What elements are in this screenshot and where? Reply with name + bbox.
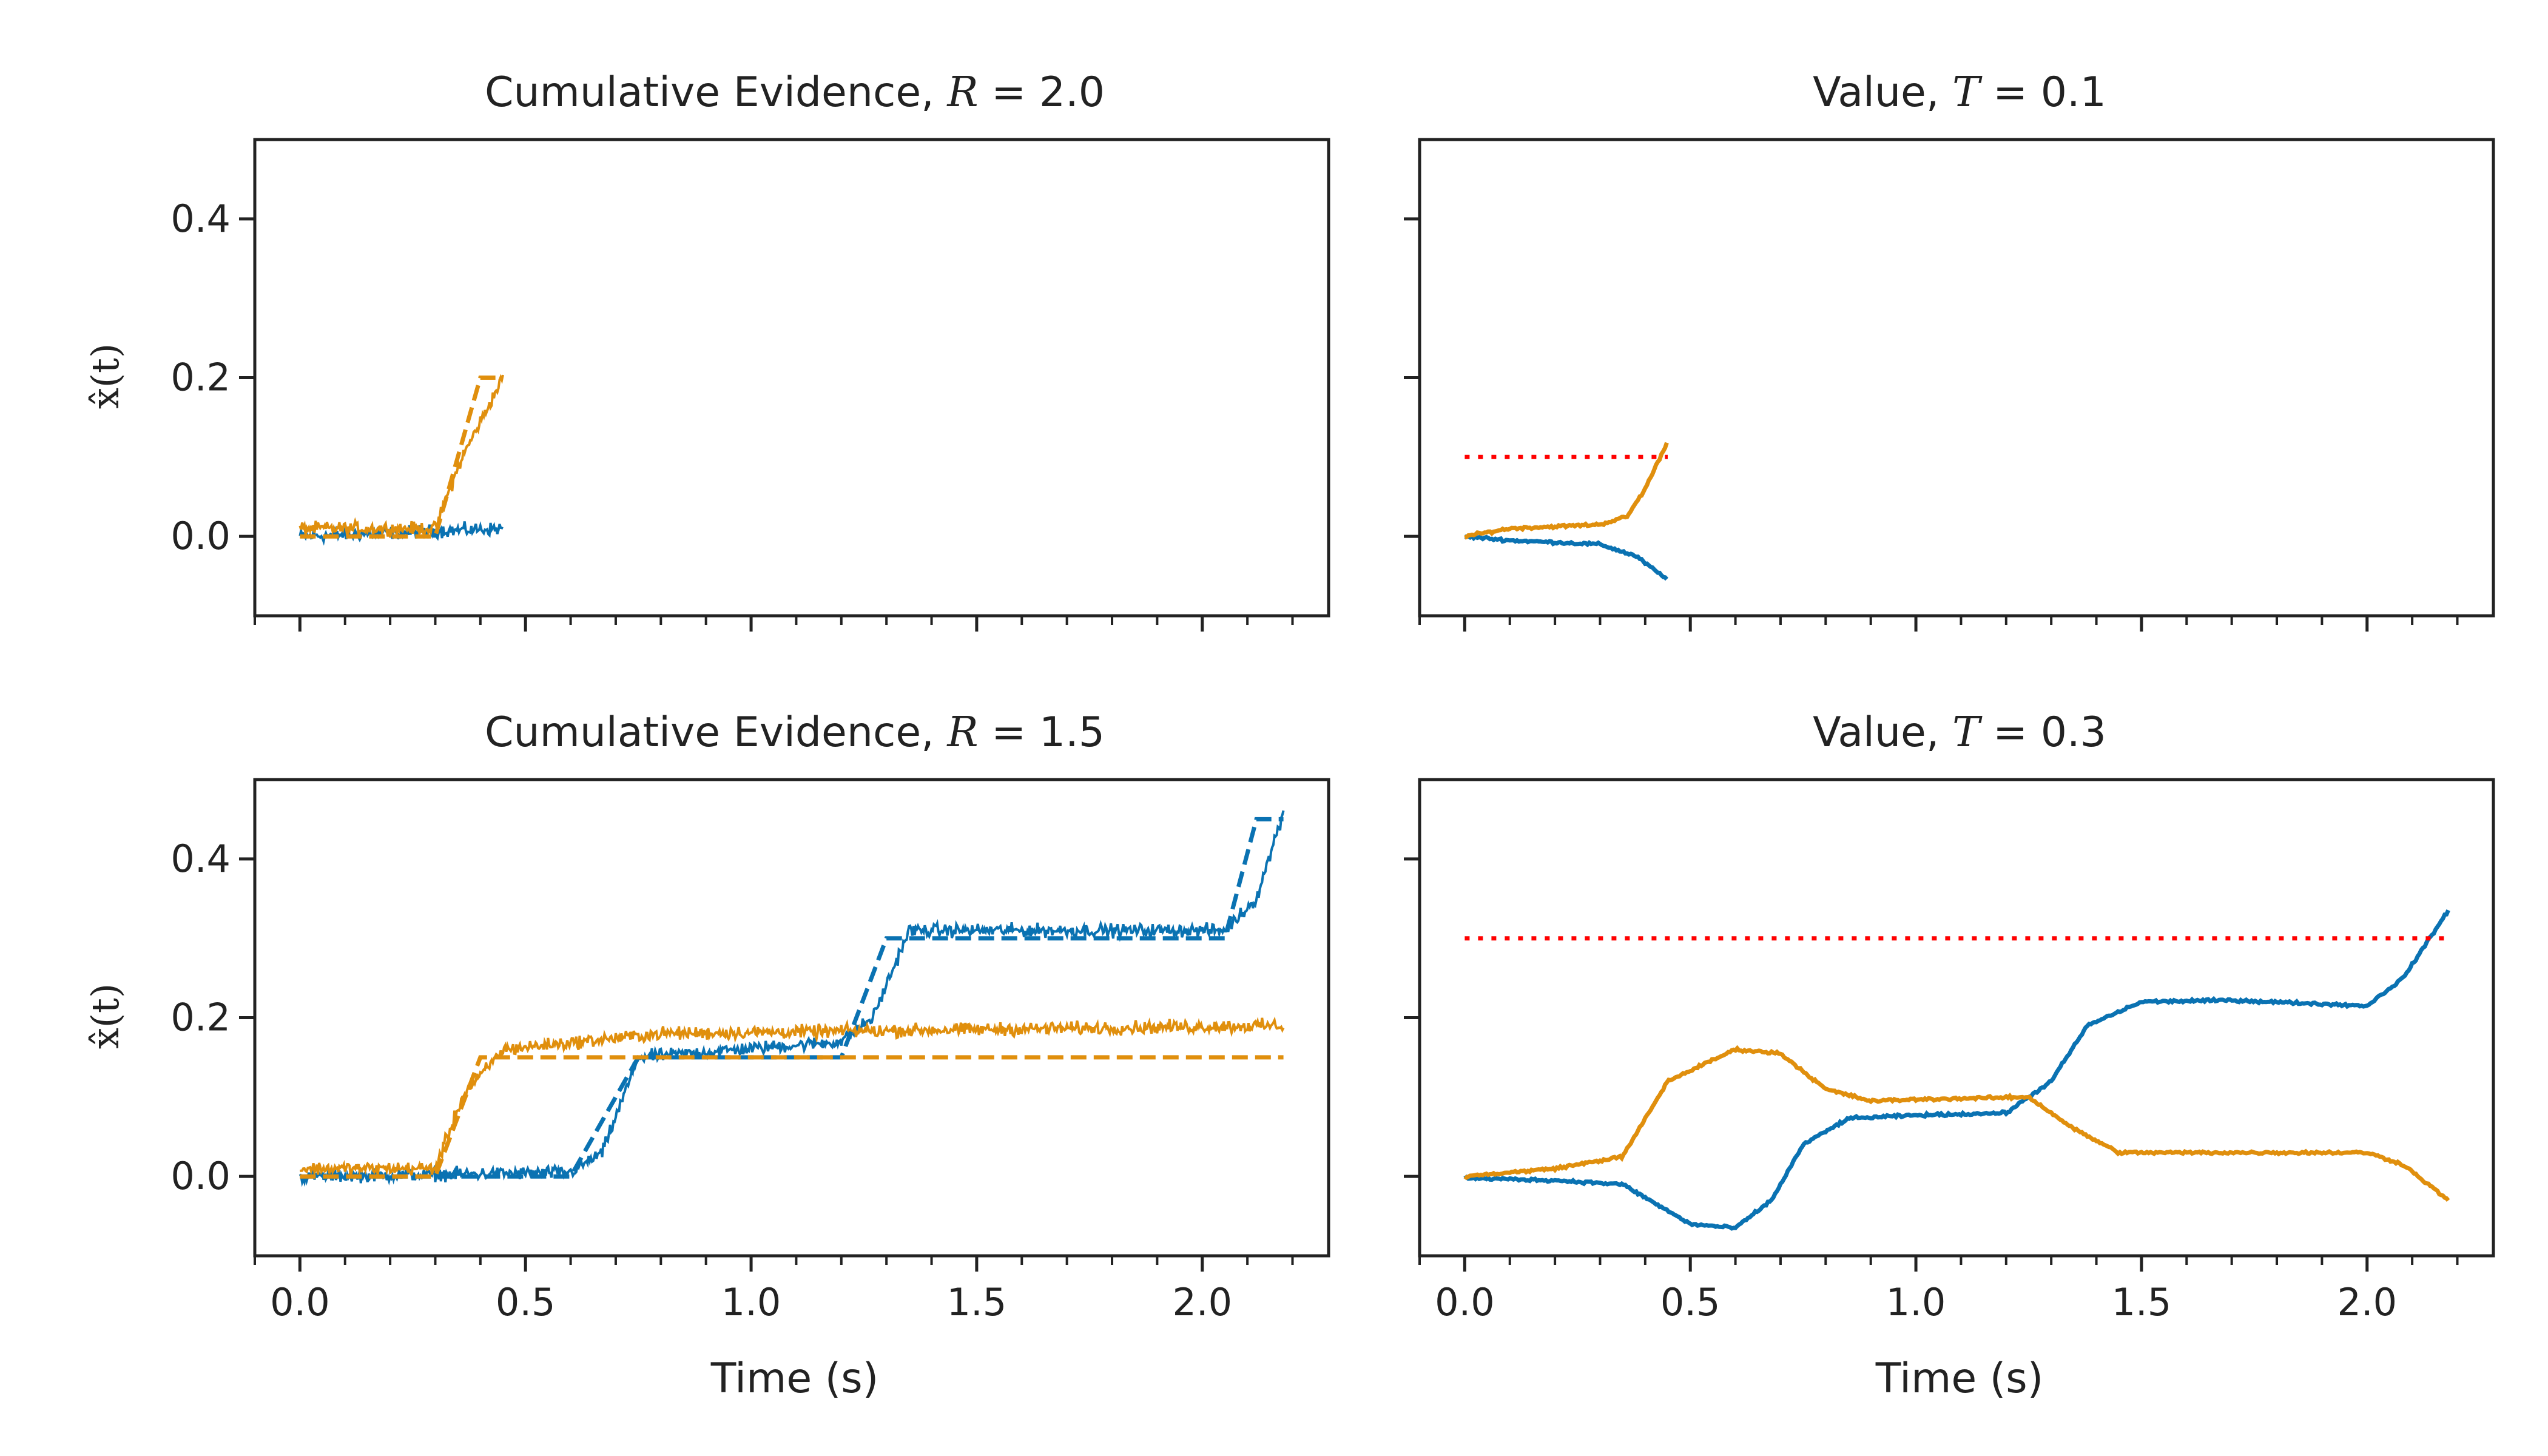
panel-title: Cumulative Evidence, R = 2.0 (485, 69, 1105, 116)
y-axis-label: x̂(t) (83, 343, 127, 409)
y-axis-label: x̂(t) (83, 983, 127, 1049)
panel-title: Cumulative Evidence, R = 1.5 (485, 709, 1105, 757)
y-tick-label: 0.4 (170, 837, 231, 881)
panel-title: Value, T = 0.1 (1813, 69, 2106, 116)
axes-frame (253, 138, 1330, 618)
series-line-blue-dashed (300, 817, 1284, 1179)
x-axis-label: Time (s) (710, 1355, 879, 1403)
x-tick-label: 2.0 (2337, 1280, 2397, 1324)
x-tick-label: 0.5 (1660, 1280, 1721, 1324)
series-line-blue-noisy (298, 810, 1285, 1187)
series-line-blue-smooth (1464, 533, 1669, 581)
series-line-orange-dashed (300, 1055, 1284, 1179)
series-line-orange-smooth (1463, 1045, 2450, 1202)
panel-value-t03: Value, T = 0.3 0.0 0.5 1.0 1.5 2.0 (1404, 709, 2495, 1324)
panel-value-t01: Value, T = 0.1 (1404, 69, 2495, 632)
x-tick-label: 0.5 (496, 1280, 556, 1324)
panel-cumulative-evidence-r2: Cumulative Evidence, R = 2.0 0.0 0.2 0.4 (170, 69, 1330, 632)
x-axis-label: Time (s) (1875, 1355, 2044, 1403)
series-line-orange-noisy (298, 374, 504, 539)
axes-frame (253, 778, 1330, 1258)
y-tick-label: 0.0 (170, 1154, 231, 1198)
series-line-orange-smooth (1464, 442, 1669, 540)
series-line-orange-dashed (300, 376, 503, 539)
y-tick-label: 0.4 (170, 197, 231, 241)
x-tick-label: 1.5 (2112, 1280, 2172, 1324)
y-tick-label: 0.2 (170, 996, 231, 1040)
series-line-orange-noisy (300, 1016, 1285, 1177)
series-line-blue-smooth (1463, 909, 2450, 1231)
x-tick-label: 1.0 (721, 1280, 781, 1324)
x-tick-label: 1.0 (1886, 1280, 1946, 1324)
x-tick-label: 2.0 (1172, 1280, 1232, 1324)
y-tick-label: 0.0 (170, 514, 231, 558)
x-tick-label: 0.0 (270, 1280, 330, 1324)
panel-cumulative-evidence-r15: Cumulative Evidence, R = 1.5 0.0 0.5 1.0 1.… (170, 709, 1330, 1324)
panel-title: Value, T = 0.3 (1813, 709, 2106, 757)
x-tick-label: 0.0 (1435, 1280, 1495, 1324)
y-tick-label: 0.2 (170, 356, 231, 400)
x-tick-label: 1.5 (947, 1280, 1007, 1324)
